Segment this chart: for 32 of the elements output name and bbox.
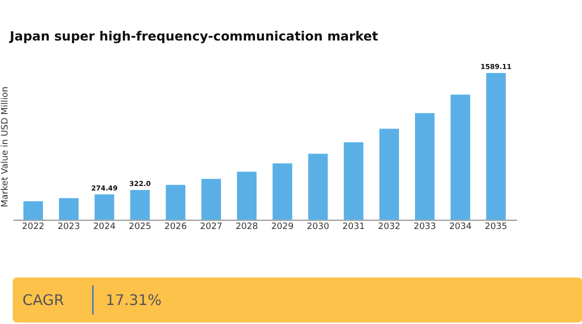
x-tick-label: 2025 (128, 222, 152, 232)
x-tick-label: 2026 (164, 222, 188, 232)
bar (379, 128, 399, 220)
text: CAGR (22, 292, 64, 309)
bar (130, 190, 150, 220)
x-tick-label: 2023 (58, 222, 80, 232)
bar (344, 142, 364, 220)
x-tick-label: 2028 (236, 222, 258, 232)
x-tick-label: 2035 (484, 222, 508, 232)
x-tick-label: 2029 (271, 222, 294, 232)
x-tick-label: 2033 (414, 222, 436, 232)
x-tick-label: 2024 (93, 222, 116, 232)
bar (23, 201, 43, 220)
bar (166, 184, 186, 220)
bar (272, 163, 292, 220)
x-tick-label: 2030 (306, 222, 330, 232)
bar (58, 198, 79, 220)
y-axis-title: Market Value in USD Million (0, 86, 10, 208)
bar (415, 113, 435, 220)
chart-title: Japan super high-frequency-communication market (8, 28, 378, 44)
x-tick-label: 2032 (378, 222, 400, 232)
x-tick-label: 2031 (342, 222, 365, 232)
x-tick-label: 2027 (200, 222, 222, 232)
x-tick-label: 2022 (22, 222, 44, 232)
bar (308, 154, 328, 220)
x-tick-label: 2034 (449, 222, 472, 232)
bar (450, 94, 470, 220)
bar (94, 194, 114, 220)
bar (486, 73, 506, 220)
bar (237, 172, 257, 220)
text: 17.31% (106, 292, 162, 309)
bar (201, 178, 221, 220)
